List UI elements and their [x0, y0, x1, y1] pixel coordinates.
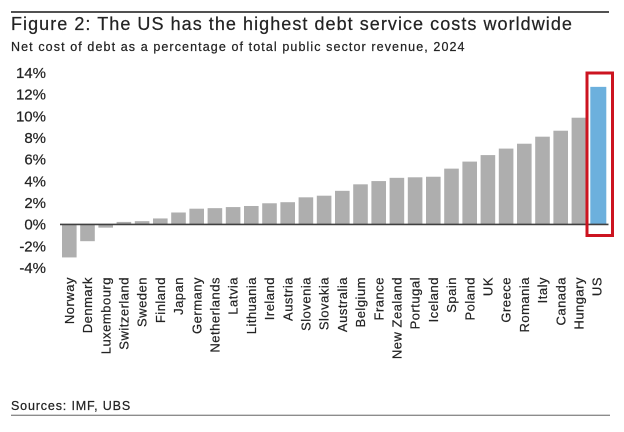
- svg-text:Latvia: Latvia: [226, 277, 241, 315]
- svg-text:Lithuania: Lithuania: [244, 277, 259, 335]
- svg-text:Luxembourg: Luxembourg: [98, 277, 113, 354]
- svg-text:Ireland: Ireland: [262, 277, 277, 320]
- svg-text:Figure 2: The US has the highe: Figure 2: The US has the highest debt se…: [11, 14, 573, 34]
- svg-text:Sources: IMF, UBS: Sources: IMF, UBS: [11, 399, 131, 413]
- svg-text:Japan: Japan: [171, 277, 186, 315]
- svg-text:6%: 6%: [24, 152, 46, 169]
- svg-text:8%: 8%: [24, 130, 46, 147]
- svg-text:Sweden: Sweden: [135, 277, 150, 327]
- svg-text:Hungary: Hungary: [572, 277, 587, 330]
- svg-text:Finland: Finland: [153, 277, 168, 323]
- svg-text:4%: 4%: [24, 173, 46, 190]
- svg-text:Austria: Austria: [280, 277, 295, 321]
- svg-text:UK: UK: [481, 277, 496, 296]
- svg-text:2%: 2%: [24, 195, 46, 212]
- svg-text:Switzerland: Switzerland: [117, 277, 132, 350]
- svg-text:Iceland: Iceland: [426, 277, 441, 322]
- svg-text:Net cost of debt as a percenta: Net cost of debt as a percentage of tota…: [11, 40, 466, 54]
- svg-text:Slovakia: Slovakia: [317, 277, 332, 330]
- svg-text:Poland: Poland: [462, 277, 477, 320]
- svg-text:Germany: Germany: [189, 277, 204, 334]
- svg-text:Portugal: Portugal: [408, 277, 423, 329]
- svg-text:France: France: [371, 277, 386, 320]
- svg-text:Norway: Norway: [62, 277, 77, 324]
- svg-text:Spain: Spain: [444, 277, 459, 313]
- svg-text:Australia: Australia: [335, 277, 350, 332]
- svg-text:14%: 14%: [16, 65, 46, 82]
- svg-text:Italy: Italy: [535, 277, 550, 303]
- svg-text:Netherlands: Netherlands: [208, 277, 223, 353]
- svg-text:Belgium: Belgium: [353, 277, 368, 327]
- svg-text:0%: 0%: [24, 217, 46, 234]
- svg-text:Denmark: Denmark: [80, 277, 95, 333]
- svg-text:Romania: Romania: [517, 277, 532, 333]
- svg-text:Slovenia: Slovenia: [299, 277, 314, 331]
- svg-text:Greece: Greece: [499, 277, 514, 323]
- svg-text:10%: 10%: [16, 108, 46, 125]
- svg-text:US: US: [590, 277, 605, 296]
- svg-text:-2%: -2%: [19, 238, 46, 255]
- svg-text:12%: 12%: [16, 87, 46, 104]
- svg-text:New Zealand: New Zealand: [390, 277, 405, 359]
- svg-text:-4%: -4%: [19, 260, 46, 277]
- svg-text:Canada: Canada: [553, 277, 568, 326]
